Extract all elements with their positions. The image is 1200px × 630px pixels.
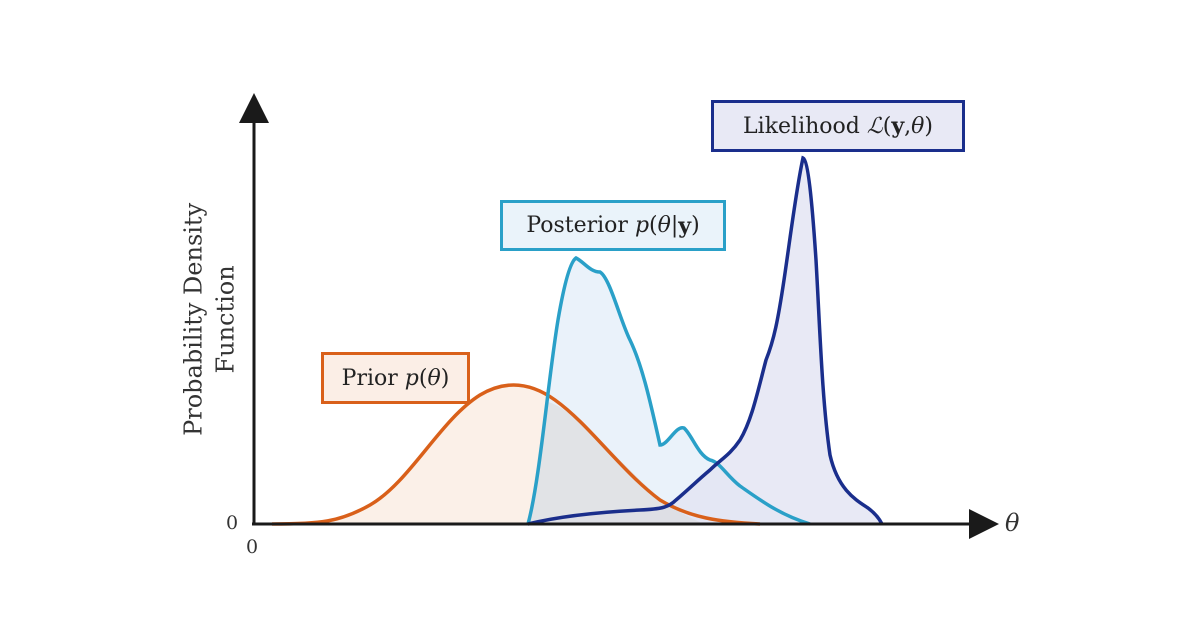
x-zero-tick: 0: [246, 536, 259, 558]
y-axis-label: Probability Density Function: [178, 159, 243, 479]
likelihood-fill: [528, 158, 882, 524]
posterior-label-open: (: [649, 213, 658, 238]
posterior-label-bar: |: [670, 213, 679, 238]
prior-curve: [271, 383, 761, 526]
likelihood-label-close: ): [924, 113, 933, 139]
likelihood-label-L: ℒ: [866, 113, 883, 139]
prior-label-close: ): [440, 365, 450, 391]
posterior-label-y: y: [678, 212, 692, 239]
prior-label-open: (: [418, 365, 428, 391]
prior-label-theta: θ: [427, 365, 441, 391]
overlap-fill: [528, 402, 700, 524]
y-axis-label-line2: Function: [212, 265, 240, 374]
likelihood-label-theta: θ: [911, 113, 925, 139]
x-axis-symbol: θ: [1005, 509, 1020, 537]
likelihood-label-word: Likelihood: [743, 113, 860, 139]
likelihood-label-open: (: [882, 113, 892, 139]
posterior-label-word: Posterior: [526, 213, 628, 238]
likelihood-curve: [527, 155, 884, 526]
posterior-label-box: Posterior p(θ | y): [500, 200, 726, 251]
posterior-label-p: p: [634, 213, 650, 238]
y-zero-tick: 0: [226, 512, 239, 534]
prior-label-word: Prior: [341, 365, 398, 391]
prior-label-p: p: [404, 365, 419, 391]
posterior-label-theta: θ: [657, 213, 671, 238]
likelihood-label-y: y: [891, 113, 905, 139]
likelihood-label-comma: ,: [904, 113, 912, 139]
likelihood-label-box: Likelihood ℒ(y, θ): [711, 100, 965, 152]
posterior-curve: [526, 255, 811, 526]
posterior-label-close: ): [691, 213, 700, 238]
y-axis-label-line1: Probability Density: [179, 202, 208, 436]
prior-label-box: Prior p(θ): [321, 352, 470, 404]
